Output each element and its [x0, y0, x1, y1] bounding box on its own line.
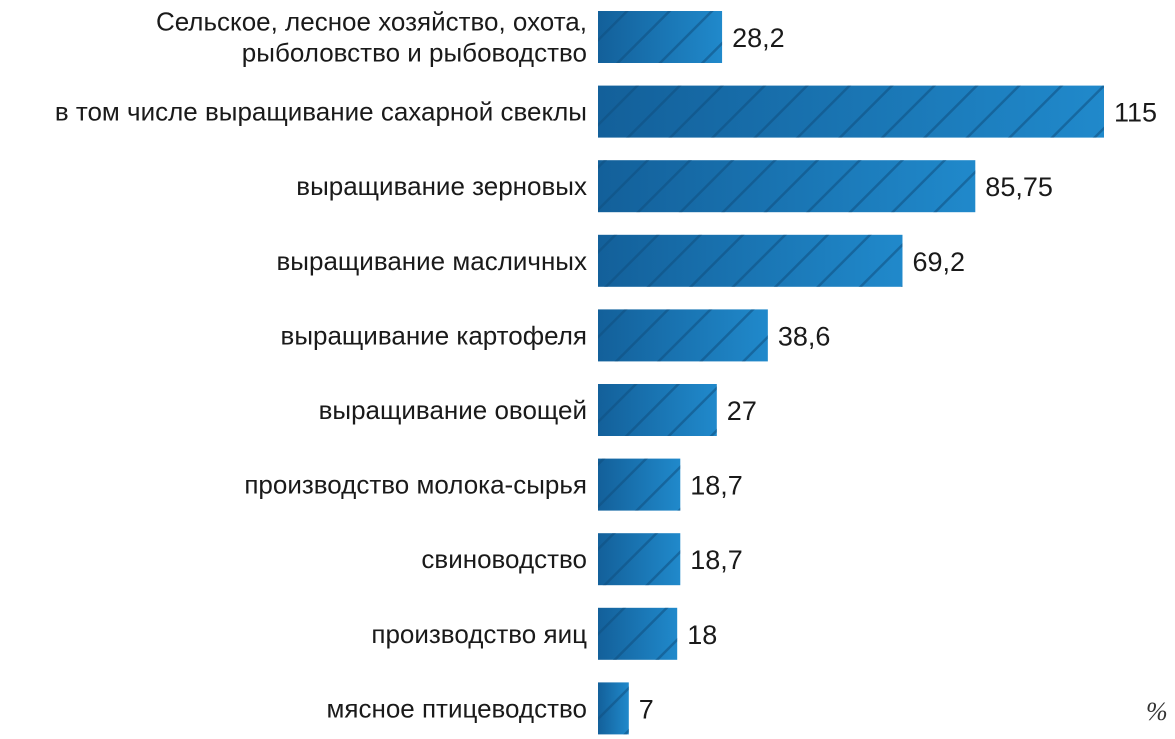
category-label: Сельское, лесное хозяйство, охота,: [156, 7, 587, 37]
bar-row: выращивание овощей 27: [319, 384, 757, 436]
bar-hatch: [598, 384, 717, 436]
bar-hatch: [598, 234, 903, 287]
bar-hatch: [598, 85, 1104, 138]
bar-row: производство молока-сырья 18,7: [244, 458, 743, 511]
value-label: 27: [727, 396, 757, 426]
bar-hatch: [598, 682, 629, 735]
value-label: 18,7: [690, 471, 743, 501]
category-label: рыболовство и рыбоводство: [242, 38, 587, 68]
category-label: выращивание масличных: [276, 246, 587, 276]
category-label: производство яиц: [371, 619, 587, 649]
category-label: свиноводство: [421, 544, 587, 574]
unit-label: %: [1146, 697, 1168, 726]
bar-row: свиноводство 18,7: [421, 533, 743, 586]
bar-hatch: [598, 533, 681, 586]
value-label: 18: [687, 620, 717, 650]
category-label: мясное птицеводство: [327, 693, 588, 723]
bar-row: мясное птицеводство 7: [327, 682, 654, 735]
bar-hatch: [598, 160, 976, 213]
category-label: выращивание картофеля: [281, 320, 588, 350]
category-label: выращивание зерновых: [296, 171, 587, 201]
category-label: выращивание овощей: [319, 395, 587, 425]
bar-row: Сельское, лесное хозяйство, охота,рыболо…: [156, 7, 785, 68]
value-label: 85,75: [985, 172, 1053, 202]
bar-hatch: [598, 607, 678, 660]
category-label: в том числе выращивание сахарной свеклы: [55, 97, 587, 127]
value-label: 69,2: [912, 247, 965, 277]
bar-hatch: [598, 11, 723, 63]
value-label: 38,6: [778, 321, 831, 351]
category-label: производство молока-сырья: [244, 470, 587, 500]
value-label: 18,7: [690, 545, 743, 575]
bar-row: в том числе выращивание сахарной свеклы 1…: [55, 85, 1157, 138]
bar-hatch: [598, 309, 768, 362]
bar-row: выращивание картофеля 38,6: [281, 309, 831, 362]
value-label: 28,2: [732, 23, 785, 53]
bar-row: производство яиц 18: [371, 607, 717, 660]
bar-hatch: [598, 458, 681, 511]
value-label: 115: [1114, 98, 1157, 128]
value-label: 7: [639, 694, 654, 724]
bar-row: выращивание масличных 69,2: [276, 234, 965, 287]
bar-row: выращивание зерновых 85,75: [296, 160, 1053, 213]
